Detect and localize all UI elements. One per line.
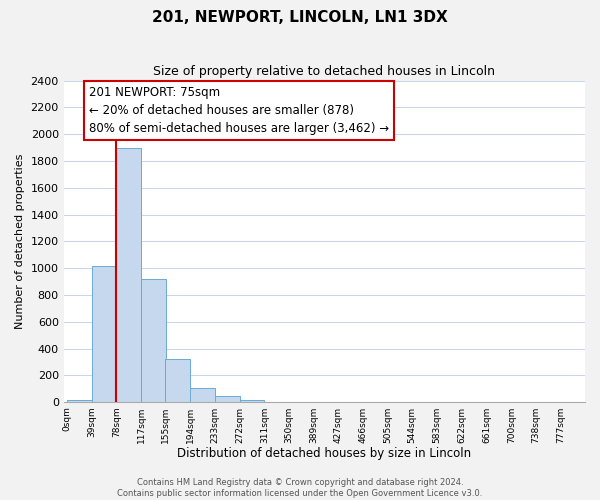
Text: 201 NEWPORT: 75sqm
← 20% of detached houses are smaller (878)
80% of semi-detach: 201 NEWPORT: 75sqm ← 20% of detached hou…	[89, 86, 389, 135]
Bar	[190, 388, 215, 402]
Text: 201, NEWPORT, LINCOLN, LN1 3DX: 201, NEWPORT, LINCOLN, LN1 3DX	[152, 10, 448, 25]
Bar	[92, 266, 116, 402]
Title: Size of property relative to detached houses in Lincoln: Size of property relative to detached ho…	[154, 65, 496, 78]
Bar	[215, 396, 239, 402]
Bar	[141, 279, 166, 402]
Y-axis label: Number of detached properties: Number of detached properties	[15, 154, 25, 329]
X-axis label: Distribution of detached houses by size in Lincoln: Distribution of detached houses by size …	[177, 447, 472, 460]
Text: Contains HM Land Registry data © Crown copyright and database right 2024.
Contai: Contains HM Land Registry data © Crown c…	[118, 478, 482, 498]
Bar	[239, 400, 265, 402]
Bar	[165, 360, 190, 403]
Bar	[116, 148, 141, 402]
Bar	[67, 400, 92, 402]
